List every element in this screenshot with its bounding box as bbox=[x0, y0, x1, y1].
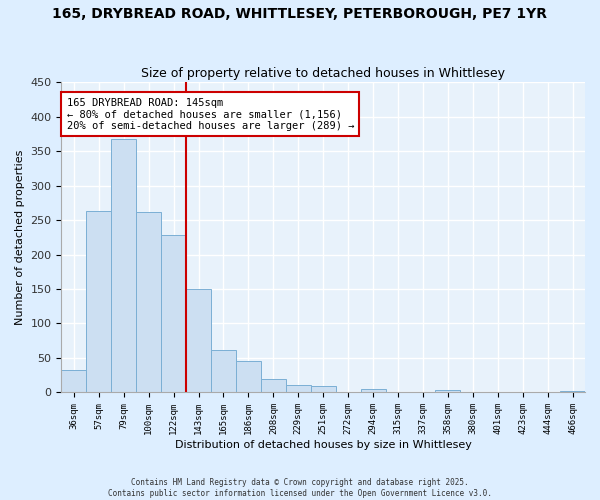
Bar bbox=[211, 350, 236, 393]
Bar bbox=[111, 138, 136, 392]
Text: Contains HM Land Registry data © Crown copyright and database right 2025.
Contai: Contains HM Land Registry data © Crown c… bbox=[108, 478, 492, 498]
Bar bbox=[560, 391, 585, 392]
Text: 165, DRYBREAD ROAD, WHITTLESEY, PETERBOROUGH, PE7 1YR: 165, DRYBREAD ROAD, WHITTLESEY, PETERBOR… bbox=[53, 8, 548, 22]
X-axis label: Distribution of detached houses by size in Whittlesey: Distribution of detached houses by size … bbox=[175, 440, 472, 450]
Bar bbox=[236, 362, 261, 392]
Bar bbox=[286, 385, 311, 392]
Bar bbox=[436, 390, 460, 392]
Bar bbox=[261, 378, 286, 392]
Bar bbox=[311, 386, 335, 392]
Bar bbox=[86, 211, 111, 392]
Text: 165 DRYBREAD ROAD: 145sqm
← 80% of detached houses are smaller (1,156)
20% of se: 165 DRYBREAD ROAD: 145sqm ← 80% of detac… bbox=[67, 98, 354, 131]
Bar bbox=[186, 289, 211, 393]
Bar bbox=[361, 389, 386, 392]
Bar bbox=[161, 234, 186, 392]
Y-axis label: Number of detached properties: Number of detached properties bbox=[15, 150, 25, 325]
Bar bbox=[61, 370, 86, 392]
Title: Size of property relative to detached houses in Whittlesey: Size of property relative to detached ho… bbox=[141, 66, 505, 80]
Bar bbox=[136, 212, 161, 392]
